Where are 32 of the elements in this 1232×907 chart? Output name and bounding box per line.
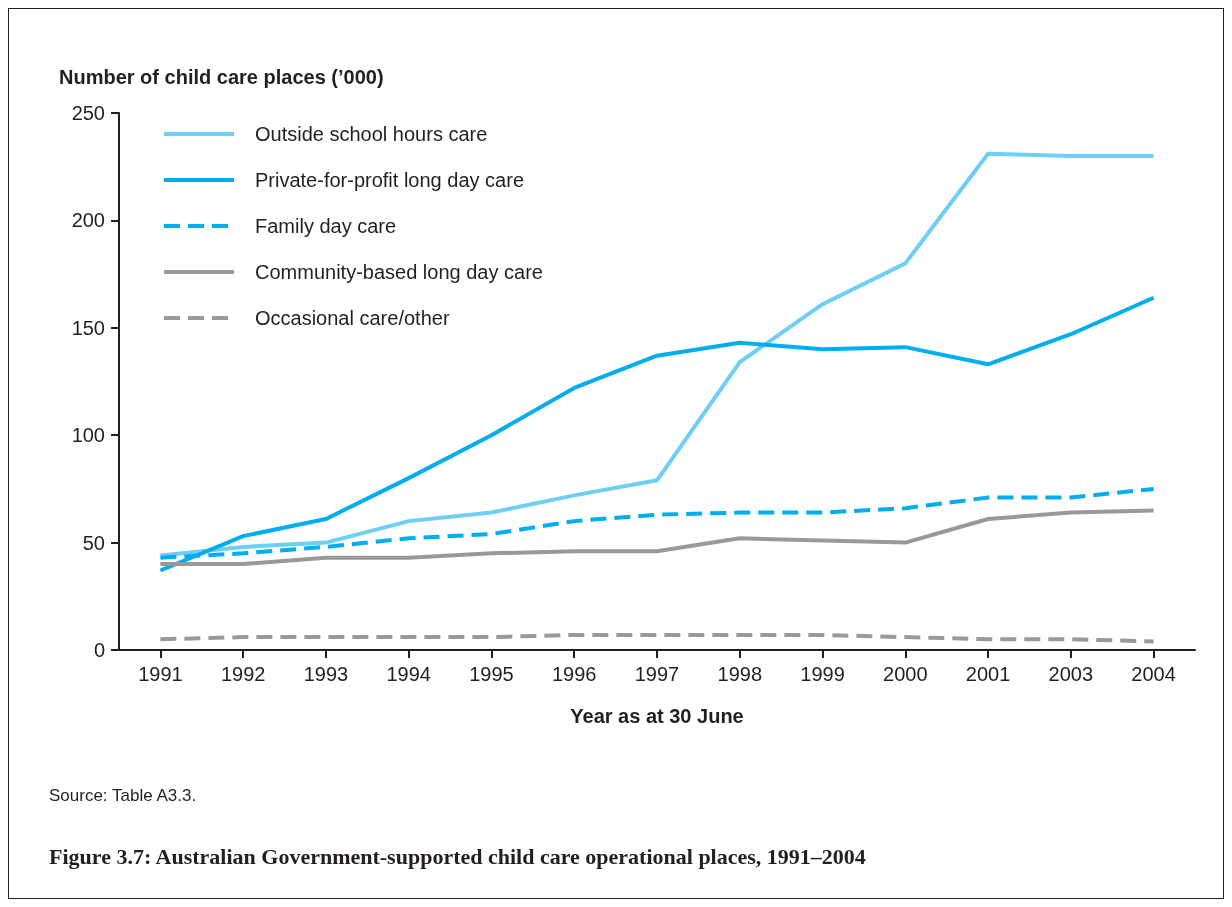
x-tick-label: 1997 [634, 663, 680, 685]
x-tick-label: 2001 [965, 663, 1011, 685]
y-tick-label: 150 [71, 316, 105, 339]
x-tick-label: 1992 [220, 663, 266, 685]
legend-label: Community-based long day care [255, 261, 543, 283]
x-tick-label: 2000 [883, 663, 928, 685]
x-tick-label: 1998 [717, 663, 763, 685]
y-tick-label: 200 [71, 209, 105, 232]
x-tick-label: 2003 [1048, 663, 1094, 685]
x-tick-label: 1993 [303, 663, 349, 685]
y-tick-label: 250 [71, 102, 105, 124]
line-series [158, 632, 1156, 644]
x-tick-label: 1996 [551, 663, 597, 685]
y-tick-label: 50 [82, 531, 105, 554]
line-series [158, 151, 1156, 558]
text: Figure 3.7: Australian Government-supported child care operational places, 1991–2004 [49, 843, 866, 869]
x-tick-label: 1995 [469, 663, 514, 685]
legend-label: Outside school hours care [255, 123, 488, 145]
y-axis-title: Number of child care places (’000) [59, 66, 384, 88]
x-tick-label: 2004 [1131, 663, 1176, 685]
source-note: Source: Table A3.3. [49, 786, 197, 805]
y-tick-label: 100 [71, 424, 105, 447]
x-tick-label: 1994 [386, 663, 431, 685]
y-tick-label: 0 [93, 639, 105, 661]
legend-label: Private-for-profit long day care [255, 169, 525, 191]
legend-label: Family day care [255, 215, 397, 237]
x-tick-label: 1999 [800, 663, 845, 685]
line-series [158, 295, 1156, 573]
x-axis-title: Year as at 30 June [570, 705, 744, 727]
x-tick-label: 1991 [138, 663, 183, 685]
legend-label: Occasional care/other [255, 307, 450, 329]
line-series [158, 508, 1156, 567]
